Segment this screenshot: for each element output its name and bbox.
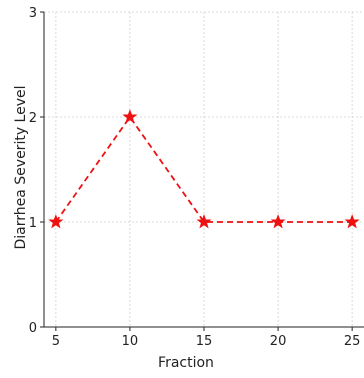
data-point-star <box>48 214 64 229</box>
data-point-star <box>270 214 286 229</box>
series <box>48 109 360 229</box>
y-tick-label: 0 <box>29 321 37 336</box>
data-point-star <box>344 214 360 229</box>
x-tick-label: 10 <box>122 334 139 349</box>
ticks: 5 10 15 20 25 0 1 2 3 <box>29 6 361 349</box>
y-tick-label: 1 <box>29 216 37 231</box>
series-line <box>55 115 353 223</box>
data-point-star <box>196 214 212 229</box>
x-axis-label: Fraction <box>158 355 214 371</box>
y-tick-label: 2 <box>29 111 37 126</box>
y-tick-label: 3 <box>29 6 37 21</box>
x-tick-label: 5 <box>52 334 60 349</box>
y-axis-label: Diarrhea Severity Level <box>13 85 29 249</box>
x-tick-label: 20 <box>270 334 287 349</box>
x-tick-label: 25 <box>344 334 361 349</box>
x-tick-label: 15 <box>196 334 213 349</box>
data-point-star <box>122 109 138 124</box>
